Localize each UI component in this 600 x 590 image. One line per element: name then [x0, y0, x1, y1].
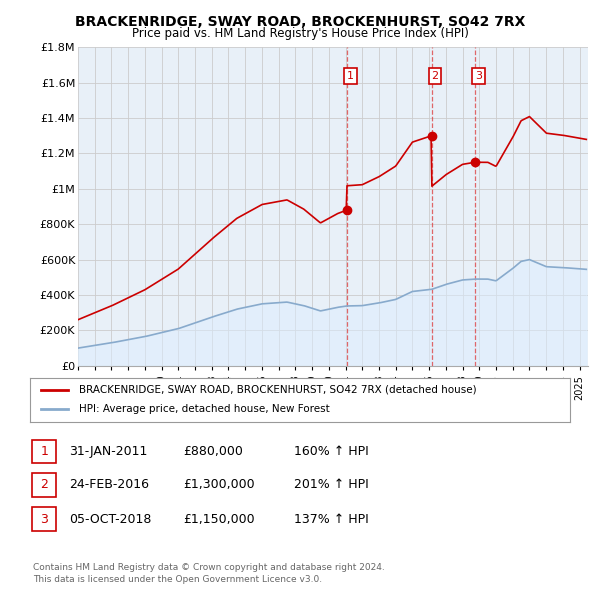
- Text: 2: 2: [40, 478, 49, 491]
- Text: Price paid vs. HM Land Registry's House Price Index (HPI): Price paid vs. HM Land Registry's House …: [131, 27, 469, 40]
- Text: This data is licensed under the Open Government Licence v3.0.: This data is licensed under the Open Gov…: [33, 575, 322, 584]
- Text: £1,150,000: £1,150,000: [183, 513, 254, 526]
- Text: 3: 3: [475, 71, 482, 81]
- Text: 05-OCT-2018: 05-OCT-2018: [69, 513, 151, 526]
- Text: BRACKENRIDGE, SWAY ROAD, BROCKENHURST, SO42 7RX: BRACKENRIDGE, SWAY ROAD, BROCKENHURST, S…: [75, 15, 525, 29]
- Text: 1: 1: [347, 71, 354, 81]
- Text: £880,000: £880,000: [183, 445, 243, 458]
- Text: 160% ↑ HPI: 160% ↑ HPI: [294, 445, 369, 458]
- Text: 31-JAN-2011: 31-JAN-2011: [69, 445, 148, 458]
- Text: 201% ↑ HPI: 201% ↑ HPI: [294, 478, 369, 491]
- Text: HPI: Average price, detached house, New Forest: HPI: Average price, detached house, New …: [79, 405, 329, 414]
- Text: £1,300,000: £1,300,000: [183, 478, 254, 491]
- Text: 137% ↑ HPI: 137% ↑ HPI: [294, 513, 369, 526]
- Text: 1: 1: [40, 445, 49, 458]
- Text: Contains HM Land Registry data © Crown copyright and database right 2024.: Contains HM Land Registry data © Crown c…: [33, 563, 385, 572]
- Text: BRACKENRIDGE, SWAY ROAD, BROCKENHURST, SO42 7RX (detached house): BRACKENRIDGE, SWAY ROAD, BROCKENHURST, S…: [79, 385, 476, 395]
- Text: 2: 2: [431, 71, 439, 81]
- Text: 24-FEB-2016: 24-FEB-2016: [69, 478, 149, 491]
- Text: 3: 3: [40, 513, 49, 526]
